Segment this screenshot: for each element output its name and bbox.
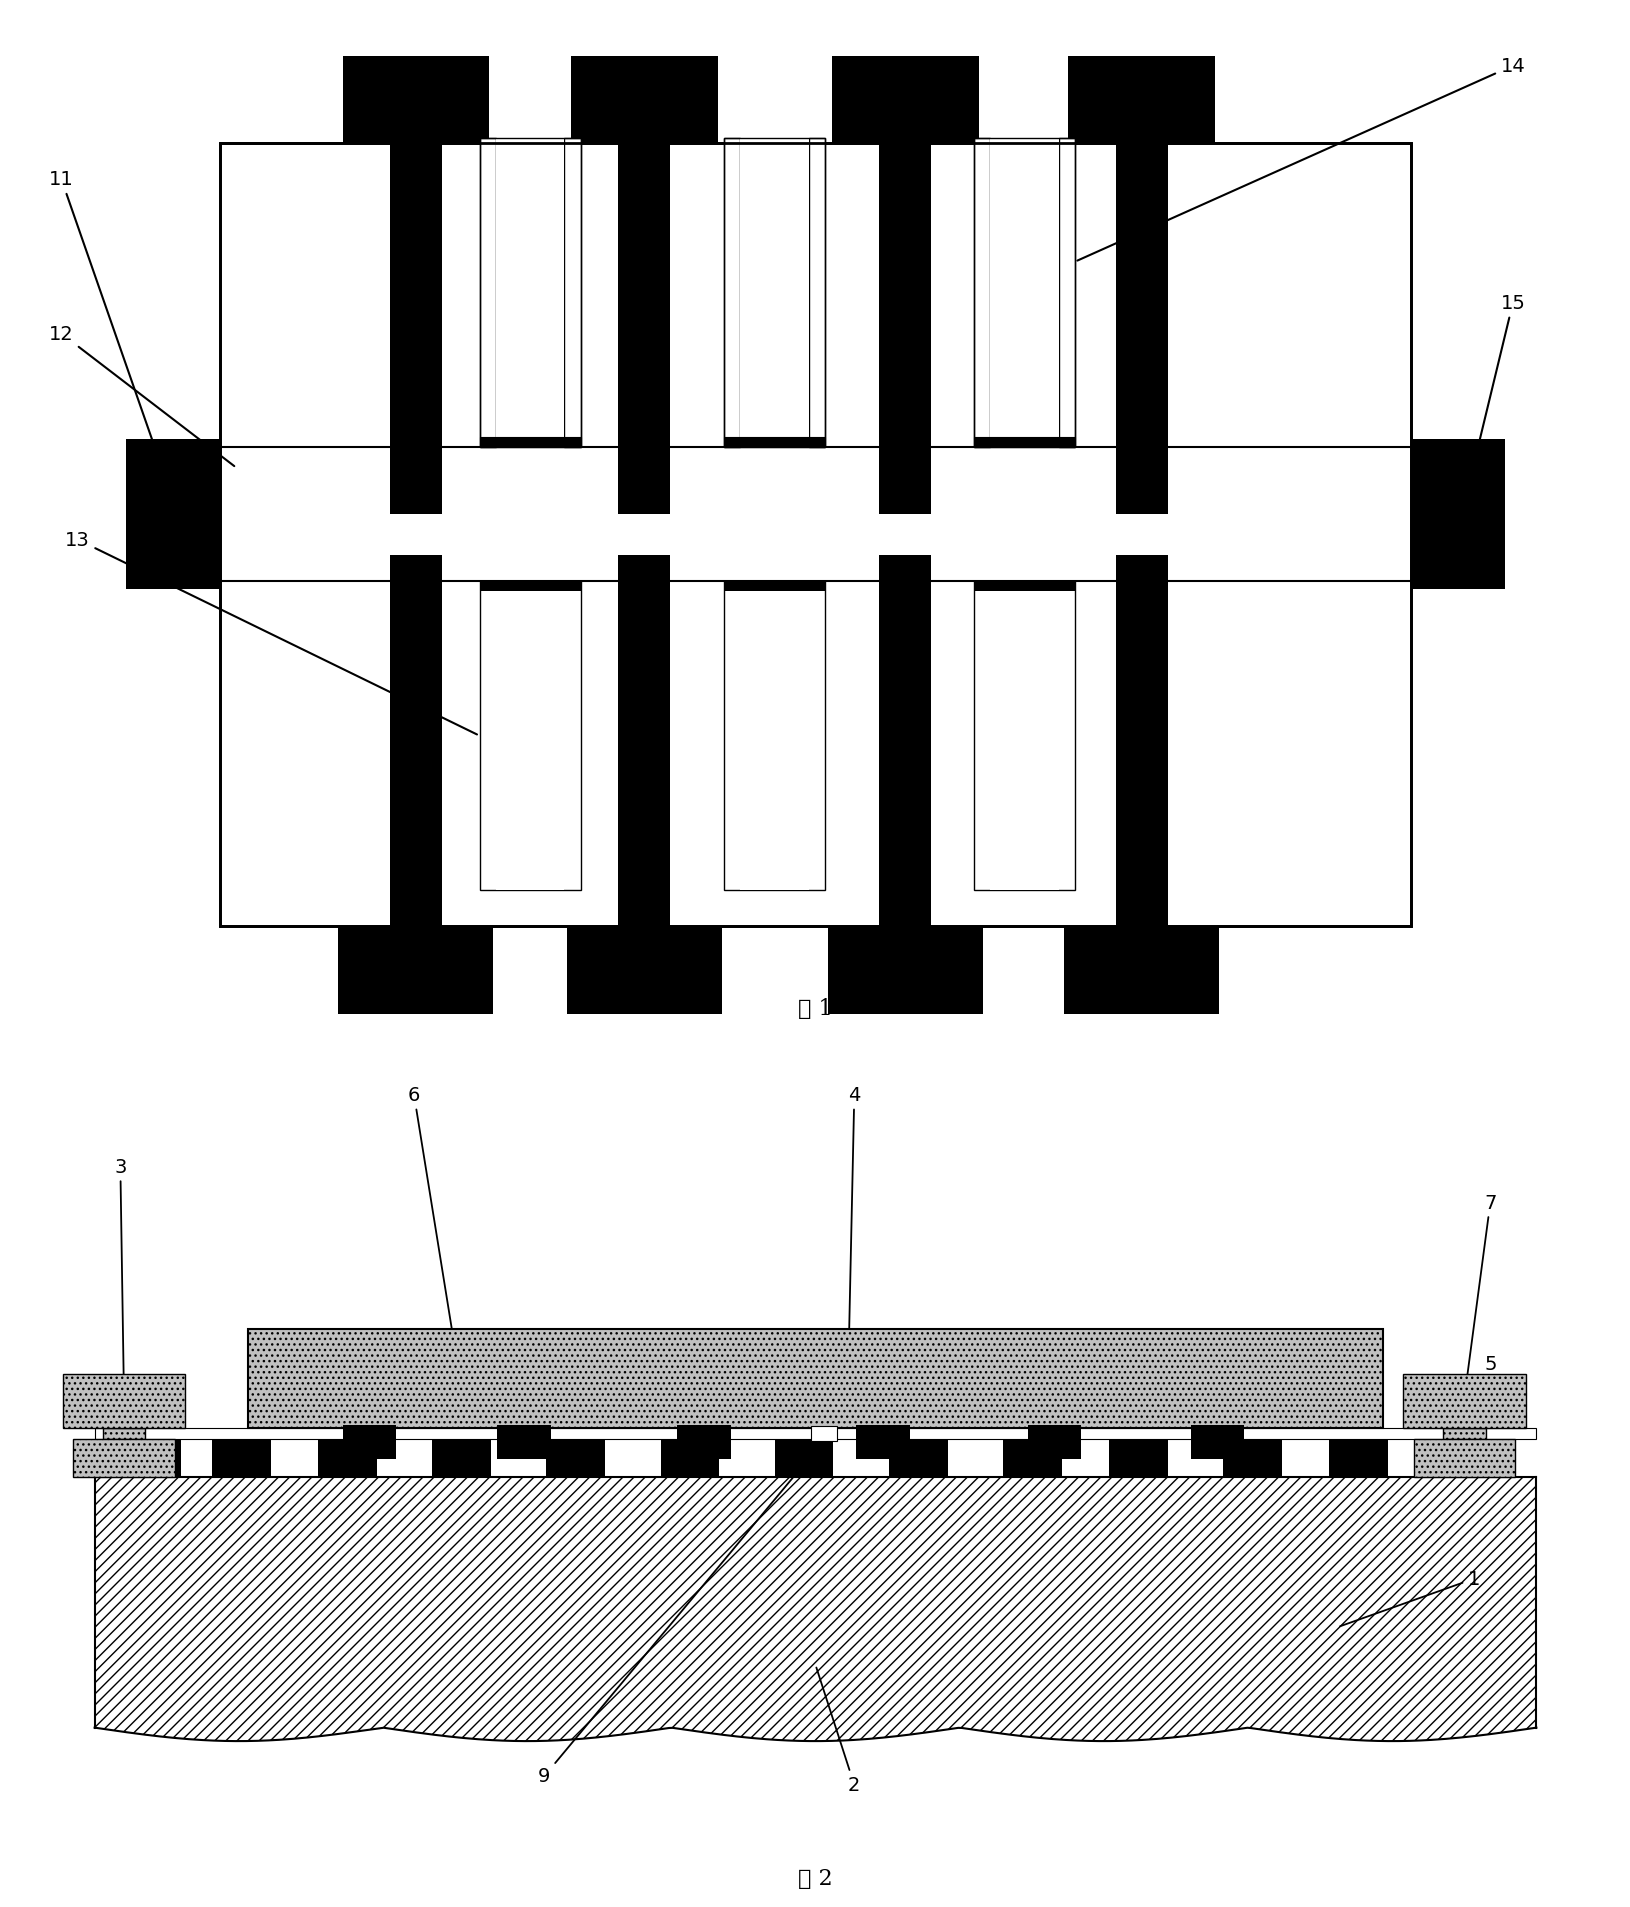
Text: 14: 14: [1077, 57, 1524, 261]
Bar: [810, 1426, 836, 1442]
Bar: [879, 145, 931, 515]
Bar: [567, 927, 720, 1015]
Text: 9: 9: [538, 1444, 822, 1785]
Text: 图 1: 图 1: [797, 997, 833, 1020]
Bar: [989, 139, 1058, 439]
Bar: [724, 582, 825, 593]
Bar: [724, 139, 740, 448]
Bar: [1410, 441, 1504, 589]
Bar: [724, 139, 825, 448]
Bar: [1058, 139, 1074, 448]
Bar: [856, 1425, 910, 1459]
Bar: [546, 1440, 605, 1476]
Text: 图 2: 图 2: [797, 1867, 833, 1890]
Bar: [1027, 1425, 1081, 1459]
Bar: [73, 1440, 174, 1476]
Bar: [479, 582, 580, 593]
Bar: [888, 1440, 947, 1476]
Bar: [1328, 1440, 1387, 1476]
Bar: [479, 439, 580, 448]
Bar: [1115, 145, 1167, 515]
Text: 4: 4: [848, 1085, 861, 1377]
Bar: [1115, 557, 1167, 927]
Bar: [220, 145, 1410, 927]
Bar: [479, 139, 496, 448]
Bar: [660, 1440, 719, 1476]
Bar: [989, 593, 1058, 891]
Bar: [570, 57, 717, 145]
Bar: [479, 139, 580, 448]
Bar: [1413, 1440, 1514, 1476]
Bar: [618, 557, 670, 927]
Bar: [497, 1425, 551, 1459]
Bar: [808, 139, 825, 448]
Bar: [95, 1428, 1535, 1440]
Bar: [831, 57, 978, 145]
Bar: [740, 593, 808, 891]
Bar: [676, 1425, 730, 1459]
Bar: [1190, 1425, 1244, 1459]
Bar: [390, 145, 442, 515]
Bar: [339, 927, 492, 1015]
Bar: [390, 557, 442, 927]
Bar: [432, 1440, 491, 1476]
Bar: [220, 145, 1410, 927]
Bar: [122, 1440, 181, 1476]
Bar: [1108, 1440, 1167, 1476]
Bar: [724, 582, 825, 891]
Bar: [564, 139, 580, 448]
Bar: [1063, 927, 1218, 1015]
Bar: [1443, 1428, 1485, 1440]
Polygon shape: [95, 1476, 1535, 1741]
Text: 3: 3: [114, 1158, 127, 1394]
Bar: [126, 441, 220, 589]
Bar: [774, 1440, 833, 1476]
Text: 7: 7: [1464, 1194, 1496, 1394]
Bar: [212, 1440, 271, 1476]
Bar: [879, 557, 931, 927]
Bar: [479, 582, 580, 891]
Bar: [496, 593, 564, 891]
Bar: [62, 1375, 184, 1428]
Bar: [828, 927, 981, 1015]
Bar: [1002, 1440, 1061, 1476]
Text: 5: 5: [1436, 1354, 1496, 1442]
Bar: [973, 139, 989, 448]
Bar: [1434, 1440, 1493, 1476]
Text: 6: 6: [408, 1085, 456, 1356]
Text: 1: 1: [1340, 1569, 1480, 1627]
Bar: [618, 145, 670, 515]
Bar: [248, 1329, 1382, 1428]
Bar: [342, 1425, 396, 1459]
Text: 13: 13: [65, 530, 476, 734]
Bar: [724, 439, 825, 448]
Bar: [973, 139, 1074, 448]
Bar: [318, 1440, 377, 1476]
Text: 12: 12: [49, 324, 235, 467]
Bar: [973, 582, 1074, 593]
Bar: [1402, 1375, 1524, 1428]
Bar: [1222, 1440, 1281, 1476]
Text: 2: 2: [817, 1667, 861, 1794]
Bar: [1068, 57, 1214, 145]
Bar: [103, 1428, 145, 1440]
Bar: [973, 439, 1074, 448]
Text: 15: 15: [1457, 294, 1524, 526]
Bar: [496, 139, 564, 439]
Text: 11: 11: [49, 170, 171, 498]
Bar: [973, 582, 1074, 891]
Bar: [342, 57, 489, 145]
Bar: [740, 139, 808, 439]
